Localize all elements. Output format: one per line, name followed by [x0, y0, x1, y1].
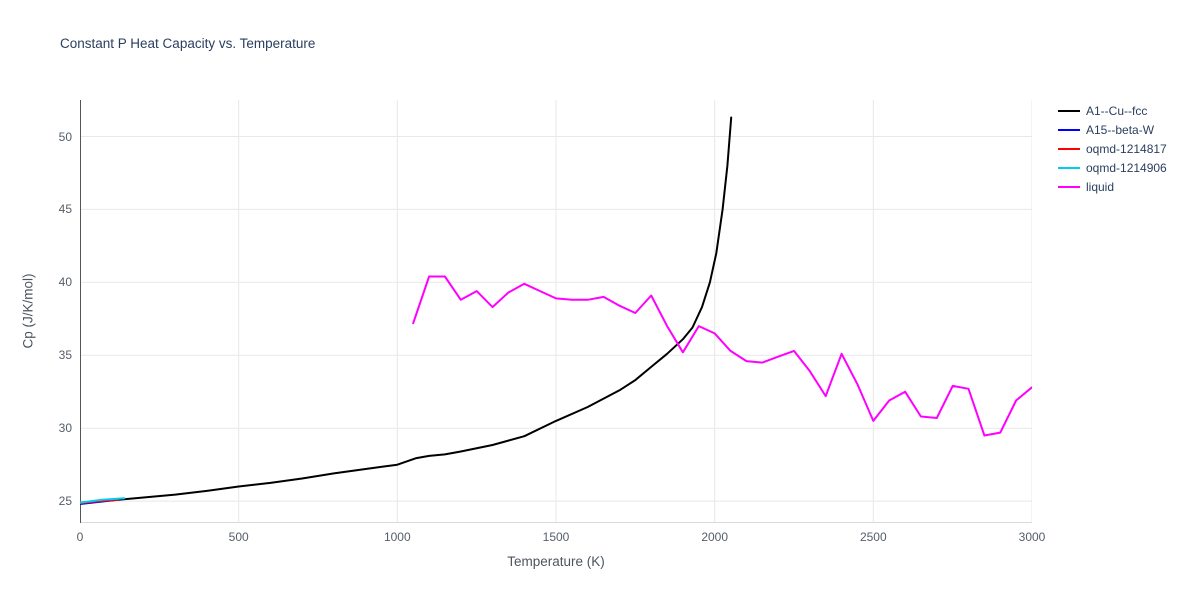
x-axis-title: Temperature (K) [507, 554, 605, 569]
legend-line-swatch [1058, 185, 1080, 188]
y-tick-label: 40 [58, 275, 72, 290]
legend-item-oqmd-1214906[interactable]: oqmd-1214906 [1058, 158, 1167, 177]
legend-item-liquid[interactable]: liquid [1058, 177, 1167, 196]
legend-item-a15-beta-w[interactable]: A15--beta-W [1058, 120, 1167, 139]
y-tick-label: 35 [58, 348, 72, 363]
legend-item-a1-cu-fcc[interactable]: A1--Cu--fcc [1058, 101, 1167, 120]
legend-label: liquid [1086, 179, 1115, 194]
legend: A1--Cu--fcc A15--beta-W oqmd-1214817 oqmd-1… [1058, 101, 1167, 196]
series-a1-cu-fcc [80, 116, 733, 504]
x-tick-label: 0 [76, 530, 84, 544]
x-tick-label: 3000 [1018, 530, 1046, 544]
series-oqmd-1214906 [80, 497, 126, 504]
plot-canvas [80, 100, 1032, 523]
legend-label: A15--beta-W [1086, 122, 1155, 137]
legend-line-swatch [1058, 147, 1080, 150]
x-tick-label: 2000 [701, 530, 729, 544]
legend-line-swatch [1058, 109, 1080, 112]
series-liquid [412, 275, 1032, 437]
chart-title: Constant P Heat Capacity vs. Temperature [60, 36, 316, 51]
x-tick-label: 2500 [859, 530, 887, 544]
legend-label: A1--Cu--fcc [1086, 103, 1148, 118]
legend-line-swatch [1058, 128, 1080, 131]
legend-label: oqmd-1214906 [1086, 160, 1167, 175]
x-tick-label: 1500 [542, 530, 570, 544]
legend-label: oqmd-1214817 [1086, 141, 1167, 156]
y-tick-label: 45 [58, 202, 72, 217]
x-tick-label: 500 [228, 530, 249, 544]
x-tick-label: 1000 [383, 530, 411, 544]
y-tick-label: 25 [58, 494, 72, 509]
plot-area [80, 100, 1032, 523]
legend-item-oqmd-1214817[interactable]: oqmd-1214817 [1058, 139, 1167, 158]
legend-line-swatch [1058, 166, 1080, 169]
y-tick-label: 30 [58, 421, 72, 436]
y-tick-label: 50 [58, 129, 72, 144]
